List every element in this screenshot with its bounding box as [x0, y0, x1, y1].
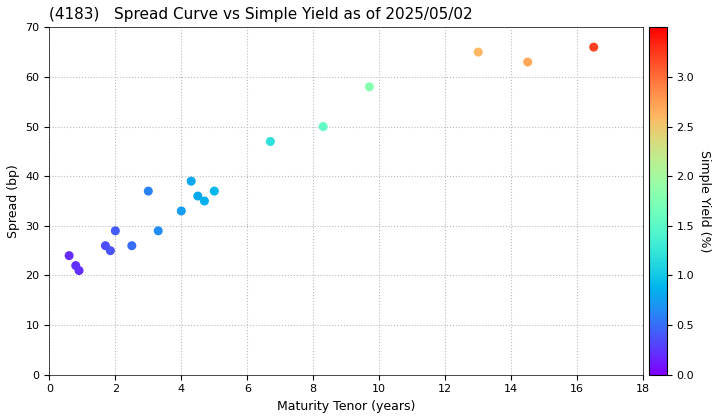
Point — [70, 262, 81, 269]
Y-axis label: Simple Yield (%): Simple Yield (%) — [698, 150, 711, 252]
Point — [199, 198, 210, 205]
Point — [143, 188, 154, 194]
Point — [192, 193, 204, 199]
Point — [318, 123, 329, 130]
Point — [522, 59, 534, 66]
Point — [153, 228, 164, 234]
Point — [472, 49, 484, 55]
Point — [186, 178, 197, 184]
Text: (4183)   Spread Curve vs Simple Yield as of 2025/05/02: (4183) Spread Curve vs Simple Yield as o… — [50, 7, 473, 22]
X-axis label: Maturity Tenor (years): Maturity Tenor (years) — [277, 400, 415, 413]
Point — [63, 252, 75, 259]
Point — [265, 138, 276, 145]
Point — [109, 228, 121, 234]
Point — [126, 242, 138, 249]
Point — [99, 242, 111, 249]
Point — [588, 44, 600, 50]
Y-axis label: Spread (bp): Spread (bp) — [7, 164, 20, 238]
Point — [176, 207, 187, 214]
Point — [209, 188, 220, 194]
Point — [364, 84, 375, 90]
Point — [73, 267, 85, 274]
Point — [104, 247, 116, 254]
